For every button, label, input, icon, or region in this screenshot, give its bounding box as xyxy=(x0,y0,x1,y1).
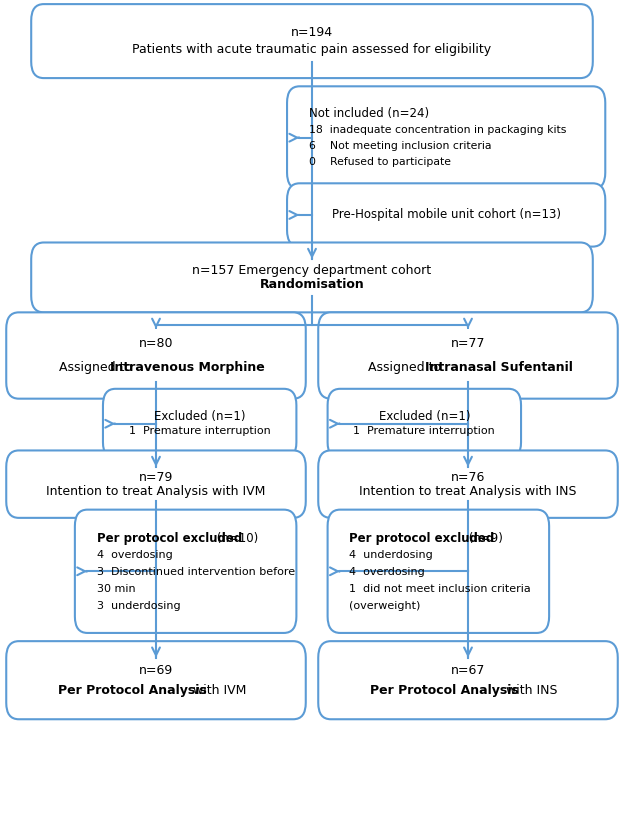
Text: 6    Not meeting inclusion criteria: 6 Not meeting inclusion criteria xyxy=(309,141,491,150)
FancyBboxPatch shape xyxy=(103,389,296,459)
Text: n=76: n=76 xyxy=(451,471,485,484)
Text: Intention to treat Analysis with IVM: Intention to treat Analysis with IVM xyxy=(46,484,266,497)
Text: 4  overdosing: 4 overdosing xyxy=(349,567,425,577)
Text: 0    Refused to participate: 0 Refused to participate xyxy=(309,157,451,167)
Text: Not included (n=24): Not included (n=24) xyxy=(309,107,429,120)
Text: 3  Discontinued intervention before: 3 Discontinued intervention before xyxy=(97,567,295,577)
FancyBboxPatch shape xyxy=(318,641,618,719)
Text: n=79: n=79 xyxy=(139,471,173,484)
FancyBboxPatch shape xyxy=(328,510,549,633)
Text: n=77: n=77 xyxy=(451,337,485,350)
Text: 1  Premature interruption: 1 Premature interruption xyxy=(129,426,271,436)
Text: Per Protocol Analysis: Per Protocol Analysis xyxy=(370,684,519,697)
Text: 30 min: 30 min xyxy=(97,584,135,594)
FancyBboxPatch shape xyxy=(75,510,296,633)
Text: Intention to treat Analysis with INS: Intention to treat Analysis with INS xyxy=(359,484,577,497)
Text: (overweight): (overweight) xyxy=(349,601,421,612)
Text: Patients with acute traumatic pain assessed for eligibility: Patients with acute traumatic pain asses… xyxy=(132,43,492,56)
Text: with INS: with INS xyxy=(502,684,557,697)
Text: Excluded (n=1): Excluded (n=1) xyxy=(379,410,470,423)
FancyBboxPatch shape xyxy=(31,242,593,312)
Text: n=69: n=69 xyxy=(139,663,173,677)
Text: 1  Premature interruption: 1 Premature interruption xyxy=(353,426,495,436)
Text: (n=10): (n=10) xyxy=(213,532,258,544)
FancyBboxPatch shape xyxy=(31,4,593,78)
Text: n=67: n=67 xyxy=(451,663,485,677)
Text: 1  did not meet inclusion criteria: 1 did not meet inclusion criteria xyxy=(349,584,531,594)
Text: Assigned to: Assigned to xyxy=(368,361,445,374)
Text: Per protocol excluded: Per protocol excluded xyxy=(349,532,495,544)
Text: 4  underdosing: 4 underdosing xyxy=(349,550,433,560)
Text: Intravenous Morphine: Intravenous Morphine xyxy=(110,361,265,374)
FancyBboxPatch shape xyxy=(6,450,306,518)
Text: Intranasal Sufentanil: Intranasal Sufentanil xyxy=(426,361,573,374)
FancyBboxPatch shape xyxy=(287,86,605,189)
Text: Per protocol excluded: Per protocol excluded xyxy=(97,532,242,544)
Text: n=157 Emergency department cohort: n=157 Emergency department cohort xyxy=(192,264,432,276)
Text: Assigned to: Assigned to xyxy=(59,361,136,374)
Text: 4  overdosing: 4 overdosing xyxy=(97,550,172,560)
FancyBboxPatch shape xyxy=(318,312,618,399)
FancyBboxPatch shape xyxy=(6,312,306,399)
Text: Pre-Hospital mobile unit cohort (n=13): Pre-Hospital mobile unit cohort (n=13) xyxy=(332,209,560,221)
Text: with IVM: with IVM xyxy=(188,684,246,697)
FancyBboxPatch shape xyxy=(318,450,618,518)
FancyBboxPatch shape xyxy=(328,389,521,459)
FancyBboxPatch shape xyxy=(6,641,306,719)
Text: Per Protocol Analysis: Per Protocol Analysis xyxy=(58,684,207,697)
Text: 3  underdosing: 3 underdosing xyxy=(97,601,180,612)
Text: Randomisation: Randomisation xyxy=(260,279,364,291)
FancyBboxPatch shape xyxy=(287,183,605,247)
Text: 18  inadequate concentration in packaging kits: 18 inadequate concentration in packaging… xyxy=(309,125,566,135)
Text: Excluded (n=1): Excluded (n=1) xyxy=(154,410,245,423)
Text: n=80: n=80 xyxy=(139,337,173,350)
Text: (n=9): (n=9) xyxy=(466,532,504,544)
Text: n=194: n=194 xyxy=(291,26,333,39)
